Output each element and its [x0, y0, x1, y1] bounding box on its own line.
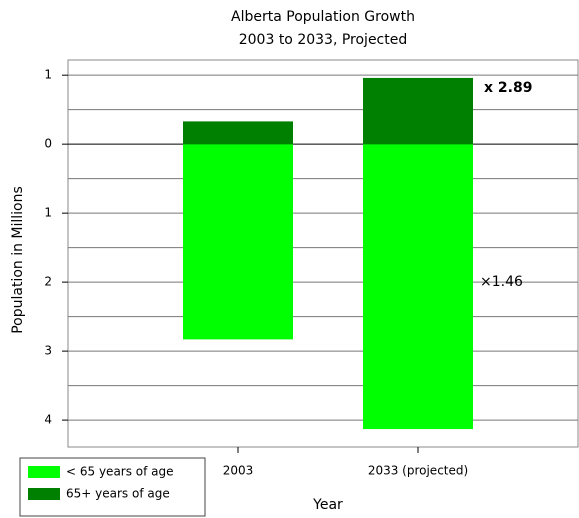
chart-subtitle: 2003 to 2033, Projected [239, 32, 408, 48]
y-tick-label: 1 [44, 68, 52, 82]
chart-title: Alberta Population Growth [231, 9, 415, 25]
y-tick-label: 1 [44, 206, 52, 220]
x-axis-label: Year [312, 497, 343, 513]
bar [363, 77, 473, 145]
plot-area [67, 59, 579, 448]
annotation: ×1.46 [480, 274, 523, 290]
legend-swatch [28, 488, 60, 500]
x-tick-label: 2033 (projected) [368, 464, 468, 478]
y-tick-label: 4 [44, 413, 52, 427]
legend-swatch [28, 466, 60, 478]
y-tick-label: 3 [44, 344, 52, 358]
x-tick-label: 2003 [223, 464, 254, 478]
annotation: x 2.89 [484, 80, 532, 96]
legend-label: 65+ years of age [66, 487, 170, 501]
bar [183, 144, 293, 340]
y-axis-label: Population in Millions [10, 186, 26, 334]
y-tick-label: 2 [44, 275, 52, 289]
bar [363, 144, 473, 430]
legend-label: < 65 years of age [66, 465, 174, 479]
bar [183, 121, 293, 145]
y-tick-label: 0 [44, 137, 52, 151]
